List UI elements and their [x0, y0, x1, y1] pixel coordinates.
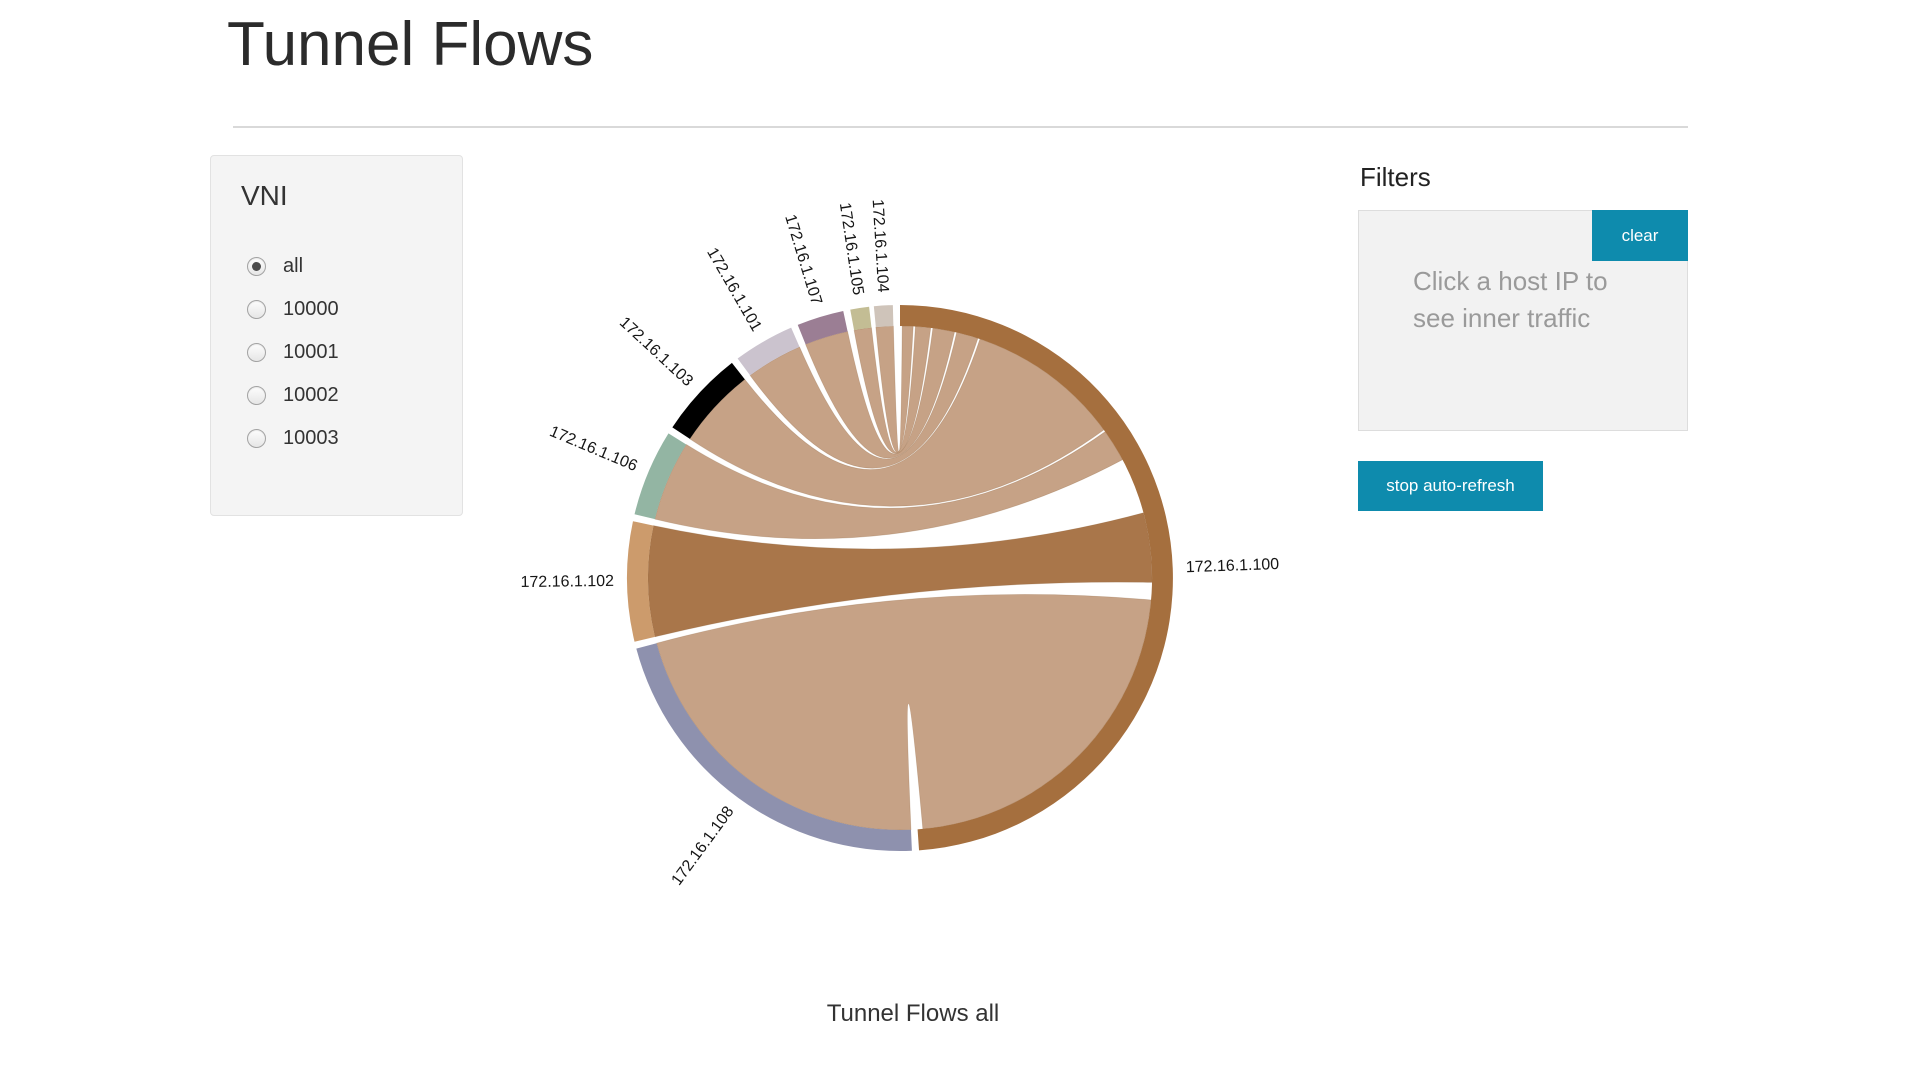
ribbon-172.16.1.103: [689, 338, 1105, 507]
arc-172.16.1.101[interactable]: [737, 327, 800, 376]
arc-172.16.1.103[interactable]: [672, 362, 745, 439]
label-172.16.1.104[interactable]: 172.16.1.104: [869, 199, 892, 293]
filter-hint-line2: see inner traffic: [1413, 303, 1591, 333]
filter-hint: Click a host IP to see inner traffic: [1413, 263, 1608, 337]
stop-auto-refresh-button[interactable]: stop auto-refresh: [1358, 461, 1543, 511]
ribbon-172.16.1.101: [749, 332, 979, 469]
vni-option-label: 10001: [283, 340, 339, 363]
ribbon-172.16.1.102: [647, 512, 1153, 638]
vni-option-10001[interactable]: 10001: [247, 341, 339, 363]
vni-option-10000[interactable]: 10000: [247, 298, 339, 320]
vni-option-label: all: [283, 254, 304, 277]
arc-172.16.1.107[interactable]: [797, 310, 848, 345]
label-172.16.1.105[interactable]: 172.16.1.105: [836, 201, 867, 296]
vni-option-label: 10000: [283, 297, 339, 320]
label-172.16.1.107[interactable]: 172.16.1.107: [781, 213, 825, 307]
radio-button-icon[interactable]: [247, 299, 266, 319]
vni-option-10002[interactable]: 10002: [247, 384, 339, 406]
title-divider: [233, 126, 1688, 128]
vni-option-label: 10003: [283, 426, 339, 449]
filter-hint-line1: Click a host IP to: [1413, 266, 1608, 296]
ribbon-172.16.1.107: [805, 327, 955, 459]
label-172.16.1.106[interactable]: 172.16.1.106: [547, 423, 640, 475]
clear-filter-button[interactable]: clear: [1592, 210, 1688, 261]
vni-option-label: 10002: [283, 383, 339, 406]
ribbon-172.16.1.105: [853, 326, 932, 454]
label-172.16.1.108[interactable]: 172.16.1.108: [669, 803, 738, 888]
ribbon-172.16.1.106: [654, 431, 1123, 540]
radio-button-icon[interactable]: [247, 256, 266, 276]
label-172.16.1.101[interactable]: 172.16.1.101: [703, 245, 764, 335]
radio-button-icon[interactable]: [247, 342, 266, 362]
radio-button-icon[interactable]: [247, 428, 266, 448]
arc-172.16.1.106[interactable]: [634, 433, 687, 520]
ribbon-172.16.1.104: [875, 325, 914, 453]
arc-172.16.1.102[interactable]: [627, 521, 655, 642]
arc-172.16.1.105[interactable]: [850, 306, 872, 331]
arc-172.16.1.108[interactable]: [636, 643, 912, 852]
label-172.16.1.100[interactable]: 172.16.1.100: [1185, 556, 1279, 576]
filters-panel: clear Click a host IP to see inner traff…: [1358, 210, 1688, 431]
arc-172.16.1.104[interactable]: [873, 305, 894, 328]
page-title: Tunnel Flows: [227, 10, 594, 79]
vni-option-10003[interactable]: 10003: [247, 427, 339, 449]
vni-panel-title: VNI: [241, 180, 288, 211]
radio-button-icon[interactable]: [247, 385, 266, 405]
label-172.16.1.103[interactable]: 172.16.1.103: [616, 314, 696, 390]
filters-title: Filters: [1360, 162, 1431, 192]
vni-option-all[interactable]: all: [247, 255, 303, 277]
chart-caption: Tunnel Flows all: [826, 1000, 1000, 1027]
label-172.16.1.102[interactable]: 172.16.1.102: [520, 573, 614, 591]
ribbon-172.16.1.108: [656, 594, 1152, 831]
chord-diagram[interactable]: 172.16.1.100 172.16.1.108 172.16.1.102 172.…: [420, 150, 1380, 920]
vni-panel: VNI all 10000 10001 10002 10003: [210, 155, 463, 516]
